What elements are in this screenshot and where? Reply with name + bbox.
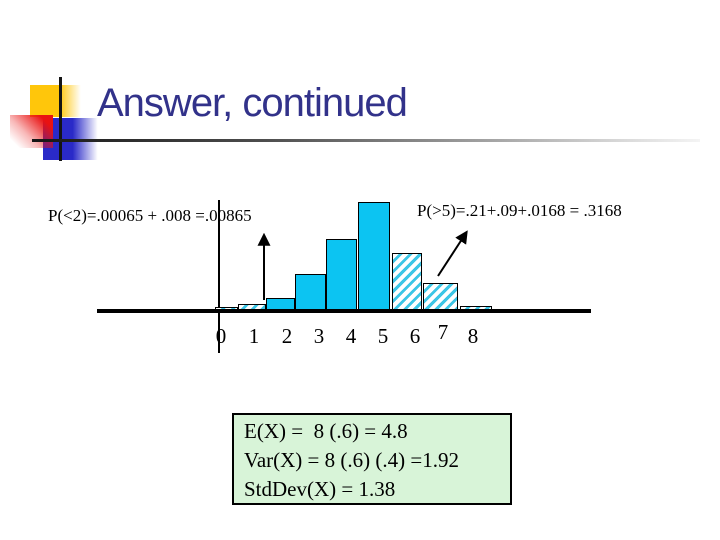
histogram-bar-3: [295, 274, 326, 310]
variance-line: Var(X) = 8 (.6) (.4) =1.92: [244, 448, 459, 472]
page-title: Answer, continued: [97, 81, 408, 125]
chart-x-axis-line: [97, 309, 591, 313]
x-axis-label-6: 6: [409, 324, 421, 348]
x-axis-label-7: 7: [437, 320, 449, 344]
expected-value-line: E(X) = 8 (.6) = 4.8: [244, 419, 408, 443]
x-axis-label-5: 5: [377, 324, 389, 348]
annotation-p-less-than-2: P(<2)=.00065 + .008 =.00865: [48, 206, 252, 225]
decoration-crosshair-line: [59, 77, 62, 161]
histogram-bar-6: [392, 253, 422, 310]
x-axis-label-3: 3: [313, 324, 325, 348]
diagonal-arrow: [437, 230, 468, 277]
chart-y-axis-line: [218, 200, 220, 353]
histogram-bar-5: [358, 202, 390, 310]
histogram-bar-8: [460, 306, 492, 310]
x-axis-label-4: 4: [345, 324, 357, 348]
histogram-bar-1: [238, 304, 266, 310]
summary-box: E(X) = 8 (.6) = 4.8 Var(X) = 8 (.6) (.4)…: [232, 413, 512, 505]
x-axis-label-2: 2: [281, 324, 293, 348]
histogram-bar-4: [326, 239, 357, 310]
title-underline-rule: [32, 139, 700, 142]
histogram-bar-0: [215, 307, 238, 310]
decoration-red-square: [10, 115, 53, 148]
decoration-yellow-square: [30, 85, 83, 117]
std-dev-line: StdDev(X) = 1.38: [244, 477, 396, 501]
histogram-bar-7: [423, 283, 458, 310]
x-axis-label-0: 0: [215, 324, 227, 348]
histogram-bar-2: [266, 298, 295, 310]
x-axis-label-1: 1: [248, 324, 260, 348]
x-axis-label-8: 8: [467, 324, 479, 348]
annotation-p-greater-than-5: P(>5)=.21+.09+.0168 = .3168: [417, 201, 622, 220]
